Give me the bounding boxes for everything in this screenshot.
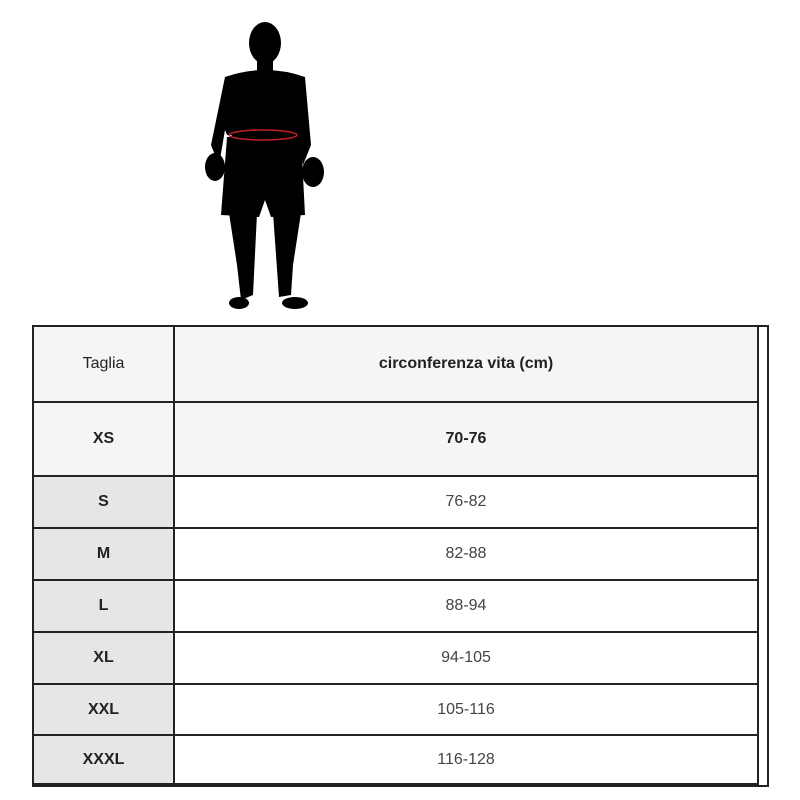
waist-cell: 94-105: [175, 633, 757, 683]
table-row: XXXL 116-128: [34, 736, 757, 785]
table-row: XXL 105-116: [34, 685, 757, 736]
size-chart-table: Taglia circonferenza vita (cm) XS 70-76 …: [32, 325, 769, 787]
size-cell: XL: [34, 633, 175, 683]
waist-cell: 105-116: [175, 685, 757, 734]
waist-measure-ring: [228, 129, 298, 141]
table-header-row: Taglia circonferenza vita (cm): [34, 327, 757, 403]
waist-cell: 76-82: [175, 477, 757, 527]
size-cell: XS: [34, 403, 175, 475]
table-right-border: [757, 327, 759, 785]
waist-cell: 116-128: [175, 736, 757, 783]
waist-cell: 70-76: [445, 430, 487, 447]
size-cell: XXXL: [34, 736, 175, 783]
boxer-silhouette-waist-measure-icon: [205, 22, 324, 309]
table-row: XS 70-76: [34, 403, 757, 477]
waist-cell: 82-88: [175, 529, 757, 579]
size-cell: XXL: [34, 685, 175, 734]
table-row: XL 94-105: [34, 633, 757, 685]
size-cell: M: [34, 529, 175, 579]
header-size: Taglia: [34, 327, 175, 401]
header-waist: circonferenza vita (cm): [378, 355, 554, 372]
size-cell: L: [34, 581, 175, 631]
table-row: M 82-88: [34, 529, 757, 581]
size-cell: S: [34, 477, 175, 527]
table-row: S 76-82: [34, 477, 757, 529]
waist-cell: 88-94: [175, 581, 757, 631]
table-row: L 88-94: [34, 581, 757, 633]
